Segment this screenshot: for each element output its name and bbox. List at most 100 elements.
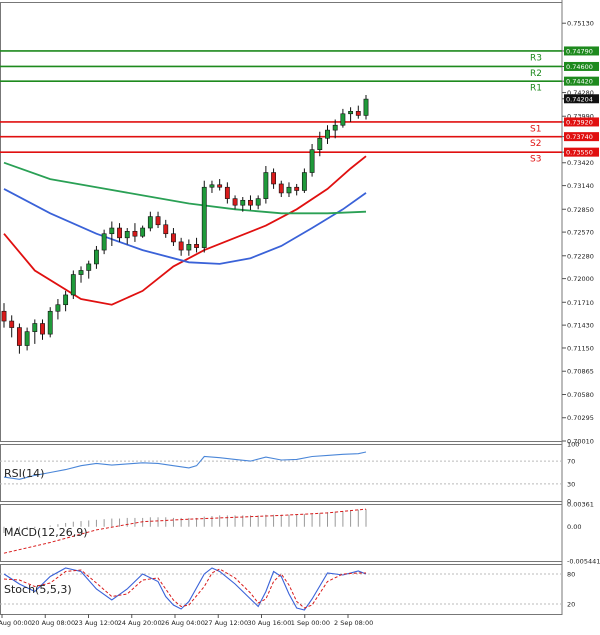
level-price-label-s3: 0.73550 bbox=[566, 149, 593, 157]
level-price-box-r3 bbox=[564, 46, 599, 56]
candle-body bbox=[124, 230, 130, 239]
moving-average-line-2 bbox=[3, 188, 367, 265]
level-price-box-s2 bbox=[564, 132, 599, 142]
price-tick-label: 0.73420 bbox=[567, 159, 594, 167]
candle-body bbox=[40, 323, 45, 335]
candle-body bbox=[178, 241, 184, 251]
rsi-tick-label: 100 bbox=[567, 441, 579, 449]
candle-body bbox=[209, 184, 215, 188]
level-price-box-r1 bbox=[564, 76, 599, 86]
level-price-box-s1 bbox=[564, 117, 599, 127]
macd-tick-label: -0.005441 bbox=[567, 558, 600, 566]
candle-body bbox=[248, 199, 253, 206]
candle-body bbox=[201, 186, 207, 248]
candle-body bbox=[109, 227, 115, 235]
rsi-panel: 100 70 30 0 RSI(14) bbox=[0, 441, 579, 506]
stoch-panel: 80 20 Stoch(5,5,3) bbox=[0, 567, 575, 611]
level-name-r1: R1 bbox=[530, 84, 542, 94]
candle-body bbox=[255, 198, 261, 206]
candle-body bbox=[355, 111, 361, 116]
stoch-main-line bbox=[3, 567, 367, 611]
level-price-label-r3: 0.74790 bbox=[566, 47, 593, 55]
stoch-signal-line bbox=[3, 568, 366, 609]
candle-body bbox=[24, 331, 30, 346]
candle-body bbox=[301, 172, 307, 191]
candle-body bbox=[363, 98, 369, 116]
x-tick-label: 23 Aug 12:00 bbox=[75, 619, 119, 627]
macd-tick-label: 0.00361 bbox=[567, 501, 594, 509]
level-name-r3: R3 bbox=[530, 53, 542, 63]
level-name-r2: R2 bbox=[530, 69, 542, 79]
price-tick-label: 0.70580 bbox=[567, 391, 594, 399]
candle-body bbox=[271, 172, 276, 185]
candle-body bbox=[163, 224, 169, 235]
candle-body bbox=[340, 113, 346, 126]
level-name-s1: S1 bbox=[530, 124, 541, 134]
rsi-tick-label: 30 bbox=[567, 480, 575, 488]
level-name-s2: S2 bbox=[530, 139, 541, 149]
price-tick-label: 0.71150 bbox=[567, 344, 594, 352]
x-tick-label: 24 Aug 20:00 bbox=[118, 619, 162, 627]
current-price-box bbox=[564, 94, 599, 104]
price-tick-label: 0.72570 bbox=[567, 229, 594, 237]
candle-body bbox=[186, 244, 192, 251]
price-tick-label: 0.71710 bbox=[567, 299, 594, 307]
x-tick-label: 19 Aug 00:00 bbox=[0, 619, 32, 627]
candle-body bbox=[132, 230, 138, 237]
level-price-label-s2: 0.73740 bbox=[566, 133, 593, 141]
candle-body bbox=[63, 294, 69, 306]
candle-body bbox=[309, 149, 315, 173]
stoch-tick-label: 80 bbox=[567, 571, 575, 579]
x-tick-label: 30 Aug 16:00 bbox=[248, 619, 292, 627]
candle-body bbox=[78, 270, 84, 275]
candle-body bbox=[217, 184, 223, 188]
level-name-s3: S3 bbox=[530, 155, 541, 165]
candle-body bbox=[286, 186, 292, 194]
price-tick-label: 0.71430 bbox=[567, 322, 594, 330]
price-panel: 0.75130 0.74790 0.74600 0.74420 0.742800.742… bbox=[0, 20, 599, 446]
candle-body bbox=[94, 249, 99, 265]
rsi-tick-label: 70 bbox=[567, 458, 575, 466]
candle-body bbox=[55, 304, 61, 312]
candle-body bbox=[294, 186, 300, 191]
price-tick-label: 0.70865 bbox=[567, 368, 594, 376]
macd-title: MACD(12,26,9) bbox=[4, 526, 88, 539]
level-price-box-r2 bbox=[564, 61, 599, 71]
price-tick-label: 0.74280 bbox=[567, 89, 594, 97]
current-price-label: 0.74204 bbox=[566, 95, 593, 103]
candle-body bbox=[16, 327, 22, 346]
price-tick-label: 0.73140 bbox=[567, 182, 594, 190]
price-tick-label: 0.75130 bbox=[567, 20, 594, 28]
candle-body bbox=[47, 310, 53, 335]
macd-tick-label: 0.00 bbox=[567, 523, 581, 531]
panel-frame-price bbox=[0, 2, 563, 442]
price-tick-label: 0.70010 bbox=[567, 438, 594, 446]
candle-body bbox=[70, 274, 76, 296]
x-tick-label: 2 Sep 08:00 bbox=[334, 619, 373, 627]
candle-body bbox=[101, 233, 107, 251]
stoch-tick-label: 20 bbox=[567, 601, 575, 609]
price-axis-area bbox=[562, 0, 600, 631]
macd-signal-line bbox=[3, 508, 367, 554]
candle-body bbox=[224, 186, 230, 199]
candle-body bbox=[155, 216, 161, 226]
candle-body bbox=[86, 263, 92, 271]
candle-body bbox=[32, 323, 38, 332]
price-tick-label: 0.73990 bbox=[567, 113, 594, 121]
stoch-title: Stoch(5,5,3) bbox=[4, 583, 72, 596]
price-tick-label: 0.72000 bbox=[567, 275, 594, 283]
level-price-label-s1: 0.73920 bbox=[566, 118, 593, 126]
moving-average-line-3 bbox=[3, 161, 367, 215]
candle-body bbox=[194, 244, 199, 248]
candle-body bbox=[171, 233, 176, 243]
level-price-box-s3 bbox=[564, 147, 599, 157]
candle-body bbox=[263, 172, 269, 199]
panel-frame-rsi bbox=[0, 444, 563, 502]
candle-body bbox=[1, 310, 7, 322]
panel-frame-macd bbox=[0, 504, 563, 562]
candle-body bbox=[140, 227, 146, 237]
price-tick-label: 0.70295 bbox=[567, 414, 594, 422]
candle-body bbox=[9, 320, 15, 328]
